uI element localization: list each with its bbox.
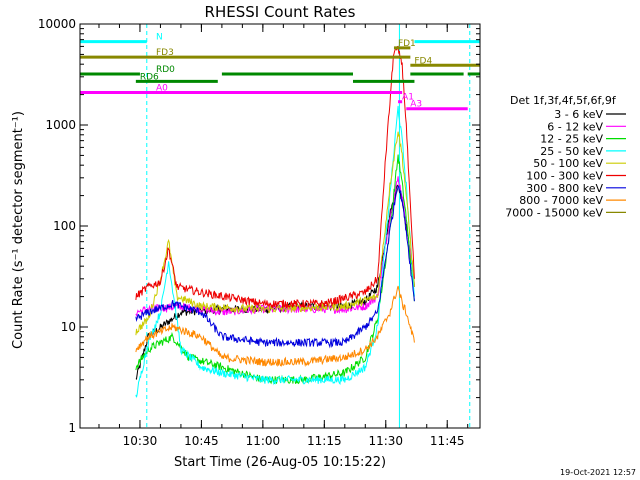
- series-line-2: [135, 154, 415, 385]
- y-tick-label: 100: [53, 219, 76, 233]
- y-axis-label: Count Rate (s⁻¹ detector segment⁻¹): [11, 111, 26, 349]
- legend-label: 50 - 100 keV: [533, 157, 603, 170]
- flag-label-a3: A3: [410, 100, 422, 110]
- flag-label-rd6: RD6: [140, 72, 159, 82]
- y-tick-label: 1000: [45, 118, 76, 132]
- legend-label: 800 - 7000 keV: [519, 194, 603, 207]
- flag-label-fd1: FD1: [398, 39, 416, 49]
- y-tick-label: 10000: [38, 17, 76, 31]
- x-tick-label: 11:00: [246, 434, 281, 448]
- x-tick-label: 10:30: [123, 434, 158, 448]
- series-line-5: [135, 45, 415, 309]
- flag-label-n: N: [156, 33, 163, 43]
- series-line-1: [135, 176, 415, 317]
- axes: 1 10 100 1000 10000 10:30 10:45 11:00 11:15 11:30…: [38, 17, 480, 448]
- series-line-3: [135, 105, 415, 398]
- x-tick-label: 11:45: [430, 434, 465, 448]
- flag-label-fd3: FD3: [156, 48, 174, 58]
- series-line-0: [135, 184, 415, 380]
- series-line-4: [135, 131, 415, 336]
- flag-label-a0: A0: [156, 83, 168, 93]
- flag-label-rd0: RD0: [156, 65, 175, 75]
- x-axis-label: Start Time (26-Aug-05 10:15:22): [174, 455, 386, 470]
- y-tick-label: 10: [61, 320, 76, 334]
- legend-label: 3 - 6 keV: [554, 108, 603, 121]
- series-line-7: [135, 285, 415, 368]
- legend-label: 300 - 800 keV: [526, 182, 603, 195]
- legend-title: Det 1f,3f,4f,5f,6f,9f: [510, 94, 617, 107]
- legend-label: 6 - 12 keV: [547, 120, 603, 133]
- legend-label: 25 - 50 keV: [540, 145, 603, 158]
- chart-title: RHESSI Count Rates: [205, 3, 356, 21]
- y-tick-label: 1: [68, 421, 76, 435]
- x-tick-label: 11:15: [307, 434, 342, 448]
- x-tick-label: 10:45: [184, 434, 219, 448]
- timestamp: 19-Oct-2021 12:57: [560, 468, 636, 477]
- flag-label-a1: A1: [402, 93, 414, 103]
- legend-label: 12 - 25 keV: [540, 133, 603, 146]
- flag-label-fd4: FD4: [414, 56, 432, 66]
- series-line-6: [135, 185, 415, 349]
- legend-label: 7000 - 15000 keV: [505, 206, 603, 219]
- legend-label: 100 - 300 keV: [526, 170, 603, 183]
- x-tick-label: 11:30: [368, 434, 403, 448]
